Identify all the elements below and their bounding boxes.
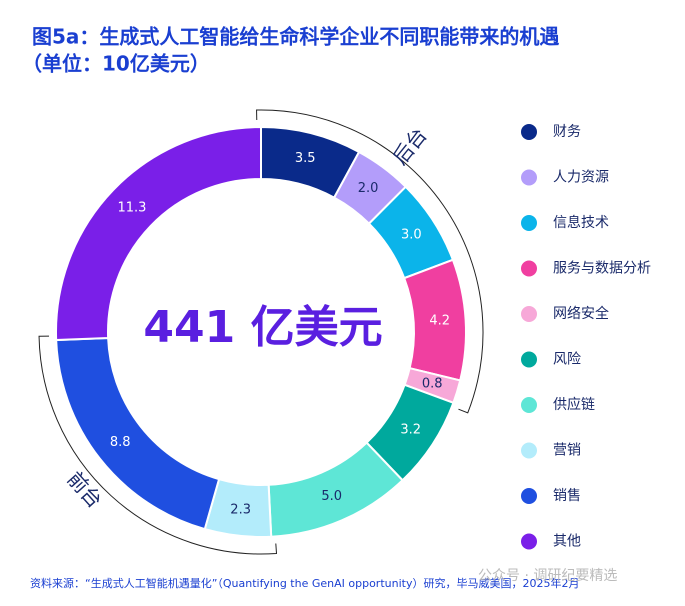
data-label: 4.2 xyxy=(429,314,450,329)
legend-marker xyxy=(521,488,537,504)
chart-title: 图5a：生成式人工智能给生命科学企业不同职能带来的机遇 xyxy=(32,25,559,49)
legend-label: 财务 xyxy=(553,124,581,140)
legend-label: 销售 xyxy=(553,488,581,504)
legend-marker xyxy=(521,169,537,186)
legend-label: 人力资源 xyxy=(553,170,609,186)
legend-label: 风险 xyxy=(553,352,581,368)
data-label: 2.0 xyxy=(358,181,379,196)
legend-marker xyxy=(521,442,537,459)
data-label: 3.2 xyxy=(400,423,421,438)
group-bracket xyxy=(256,109,484,414)
legend-label: 供应链 xyxy=(553,396,595,413)
legend-marker xyxy=(521,260,537,277)
legend-marker xyxy=(521,124,537,140)
legend-label: 营销 xyxy=(553,443,581,459)
legend-label: 其他 xyxy=(553,534,581,550)
chart-subtitle: （单位：10亿美元） xyxy=(22,52,210,76)
legend-marker xyxy=(521,533,537,550)
legend-label: 网络安全 xyxy=(553,305,609,322)
legend-marker xyxy=(521,215,537,231)
legend-label: 信息技术 xyxy=(553,214,609,231)
group-bracket xyxy=(38,335,278,555)
legend-label: 服务与数据分析 xyxy=(553,261,651,277)
legend-marker xyxy=(521,306,537,322)
legend-marker xyxy=(521,397,537,413)
data-label: 0.8 xyxy=(422,377,443,392)
legend-marker xyxy=(521,351,537,368)
data-label: 3.0 xyxy=(401,227,422,242)
data-label: 2.3 xyxy=(230,502,251,517)
watermark: 公众号 · 调研纪要精选 xyxy=(478,568,617,584)
data-label: 11.3 xyxy=(117,200,146,215)
donut-segment xyxy=(55,125,262,342)
center-label: 441 亿美元 xyxy=(143,302,382,353)
data-label: 3.5 xyxy=(295,151,316,166)
source-note: 资料来源：“生成式人工智能机遇量化”（Quantifying the GenAI… xyxy=(30,576,579,590)
data-label: 8.8 xyxy=(110,435,131,450)
data-label: 5.0 xyxy=(321,489,342,504)
